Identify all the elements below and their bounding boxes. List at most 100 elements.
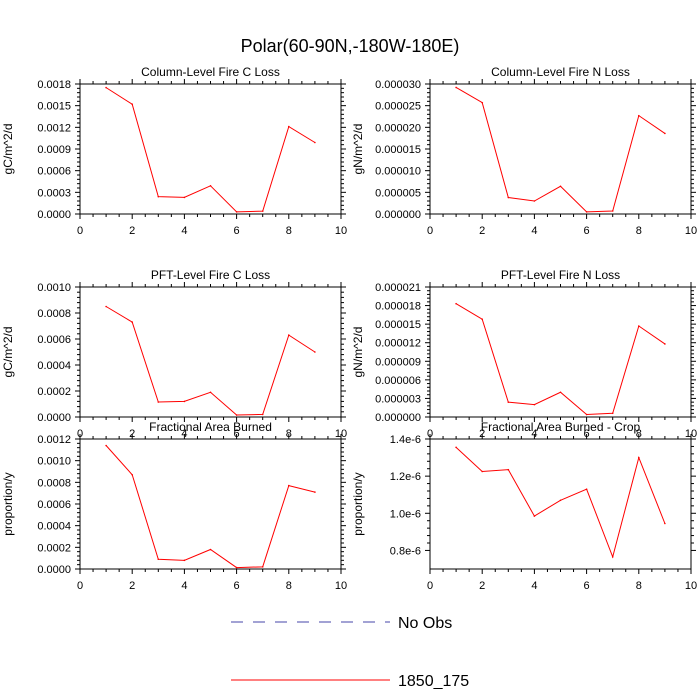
y-tick-label: 1.4e-6 — [390, 434, 421, 446]
y-tick-label: 0.0000 — [37, 209, 71, 221]
series-line-1 — [455, 446, 666, 559]
data-point — [235, 566, 238, 569]
y-tick-label: 0.000025 — [375, 101, 421, 113]
legend-label-no-obs: No Obs — [398, 615, 452, 632]
data-point — [235, 414, 238, 416]
data-point — [638, 114, 640, 117]
y-tick-label: 0.0012 — [37, 434, 71, 446]
y-axis-label: gN/m^2/d — [351, 327, 365, 378]
chart-panel-1: 0 2 4 6 8 10 0.0000 0.0003 0.0006 0.0009 0.0012 0.0… — [1, 65, 347, 237]
x-tick-label: 10 — [685, 580, 697, 592]
x-tick-label: 10 — [335, 225, 347, 237]
x-tick-label: 2 — [129, 225, 135, 237]
data-point — [455, 86, 457, 89]
series-line-1 — [105, 306, 316, 416]
data-point — [157, 401, 160, 403]
x-tick-label: 2 — [129, 580, 135, 592]
legend: No Obs 1850_175 — [231, 615, 469, 690]
data-point — [455, 446, 457, 449]
x-tick-label: 4 — [181, 225, 187, 237]
y-tick-label: 1.2e-6 — [390, 471, 421, 483]
x-tick-label: 4 — [531, 225, 537, 237]
data-point — [638, 325, 640, 327]
y-tick-label: 0.8e-6 — [390, 545, 421, 557]
data-point — [209, 548, 212, 551]
y-tick-label: 0.000015 — [375, 144, 421, 156]
panels: 0 2 4 6 8 10 0.0000 0.0003 0.0006 0.0009 0.0012 0.0… — [1, 65, 697, 592]
x-tick-label: 6 — [234, 580, 240, 592]
data-point — [455, 302, 457, 305]
data-point — [261, 566, 264, 568]
y-tick-label: 0.000005 — [375, 187, 421, 199]
data-point — [559, 499, 562, 502]
data-point — [288, 125, 290, 128]
x-tick-label: 0 — [427, 580, 433, 592]
data-point — [261, 413, 264, 416]
x-tick-label: 8 — [636, 580, 642, 592]
data-point — [131, 103, 133, 106]
y-axis-label: gN/m^2/d — [351, 124, 365, 175]
y-tick-label: 0.0009 — [37, 144, 71, 156]
chart-panel-3: 02468100.00000.00020.00040.00060.00080.0… — [1, 268, 347, 440]
chart-title: Column-Level Fire N Loss — [491, 65, 630, 79]
x-tick-label: 0 — [77, 225, 83, 237]
y-tick-label: 0.0003 — [37, 187, 71, 199]
y-axis-label: gC/m^2/d — [1, 124, 15, 175]
y-tick-label: 0.0008 — [37, 308, 71, 320]
data-point — [559, 185, 562, 188]
data-point — [611, 210, 614, 212]
y-tick-label: 0.0000 — [37, 564, 71, 576]
x-tick-label: 6 — [584, 580, 590, 592]
data-point — [638, 456, 640, 459]
data-point — [314, 351, 316, 353]
plot-frame — [429, 438, 692, 570]
chart-panel-5: 0 2 4 6 8 10 0.0000 0.0002 0.0004 0.0006 0.0008 0.0… — [1, 420, 347, 592]
series-line-1 — [455, 303, 666, 416]
x-tick-label: 4 — [181, 580, 187, 592]
data-point — [585, 413, 588, 416]
x-tick-label: 8 — [636, 225, 642, 237]
y-tick-label: 0.0015 — [37, 101, 71, 113]
data-point — [481, 318, 484, 320]
chart-title: Fractional Area Burned - Crop — [481, 420, 641, 434]
data-point — [507, 468, 510, 471]
y-tick-label: 0.0008 — [37, 477, 71, 489]
y-tick-label: 0.000012 — [375, 338, 421, 350]
y-axis-label: proportion/y — [351, 472, 365, 535]
y-tick-label: 0.0006 — [37, 334, 71, 346]
y-tick-label: 0.000006 — [375, 375, 421, 387]
y-tick-label: 0.000009 — [375, 356, 421, 368]
y-tick-label: 0.0002 — [37, 386, 71, 398]
x-tick-label: 4 — [531, 580, 537, 592]
x-tick-label: 10 — [335, 580, 347, 592]
data-point — [105, 86, 107, 89]
data-point — [183, 196, 186, 199]
data-point — [664, 132, 666, 135]
y-tick-label: 0.0010 — [37, 282, 71, 294]
x-tick-label: 0 — [77, 580, 83, 592]
data-point — [183, 400, 186, 403]
y-tick-label: 0.000010 — [375, 166, 421, 178]
data-point — [664, 522, 666, 525]
x-tick-label: 6 — [234, 225, 240, 237]
chart-title: PFT-Level Fire N Loss — [501, 268, 620, 282]
plot-frame — [79, 286, 342, 418]
series-line-1 — [455, 87, 666, 213]
y-tick-label: 0.0002 — [37, 542, 71, 554]
data-point — [611, 412, 614, 415]
chart-panel-4: 02468100.0000000.0000030.0000060.0000090… — [351, 268, 697, 440]
y-tick-label: 0.0006 — [37, 499, 71, 511]
plot-frame — [429, 83, 692, 215]
x-tick-label: 8 — [286, 580, 292, 592]
y-tick-label: 0.0006 — [37, 166, 71, 178]
data-point — [533, 515, 536, 517]
x-tick-label: 2 — [479, 225, 485, 237]
chart-panel-6: 0 2 4 6 8 10 0.8e-6 1.0e-6 1.2e-6 1.4e-6 Fractiona… — [351, 420, 697, 592]
chart-title: PFT-Level Fire C Loss — [151, 268, 270, 282]
y-axis-label: proportion/y — [1, 472, 15, 535]
x-tick-label: 6 — [584, 225, 590, 237]
data-point — [585, 211, 588, 213]
data-point — [209, 391, 212, 394]
x-tick-label: 0 — [427, 225, 433, 237]
data-point — [507, 196, 510, 199]
